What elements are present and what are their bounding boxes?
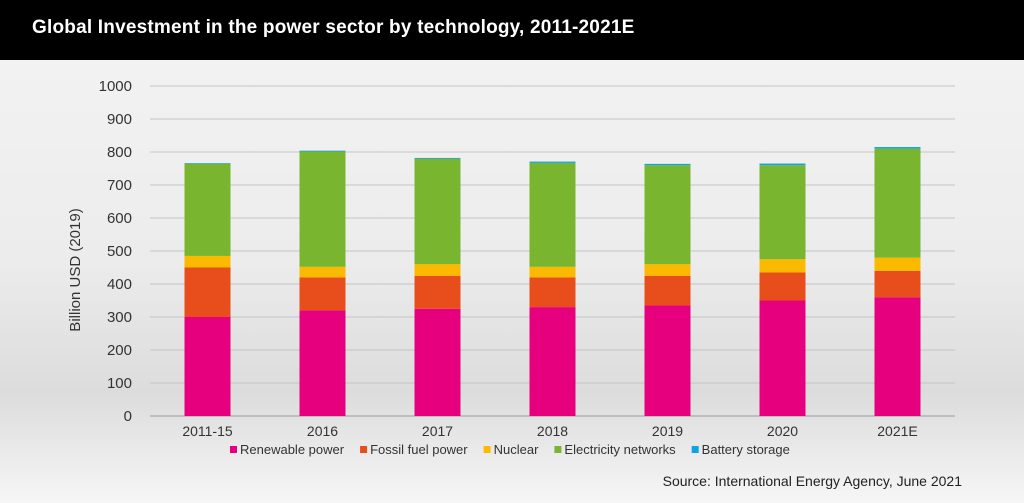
legend-swatch (554, 446, 562, 453)
title-bar: Global Investment in the power sector by… (0, 0, 1024, 60)
bar-segment (299, 151, 346, 267)
bar-segment (759, 300, 806, 416)
bar-segment (414, 157, 461, 159)
bar-segment (874, 270, 921, 298)
bar-segment (184, 163, 231, 256)
bar-segment (644, 264, 691, 276)
x-tick-label: 2020 (767, 423, 798, 439)
bar-segment (299, 277, 346, 311)
legend-label: Nuclear (494, 442, 539, 457)
bar-segment (529, 161, 576, 163)
bar-segment (299, 266, 346, 278)
bar-segment (644, 275, 691, 306)
source-note: Source: International Energy Agency, Jun… (662, 473, 962, 489)
legend-swatch (483, 446, 491, 453)
bar-segment (184, 255, 231, 268)
legend-swatch (691, 446, 699, 453)
bar-segment (184, 317, 231, 416)
legend-swatch (230, 446, 237, 453)
x-tick-label: 2018 (537, 423, 568, 439)
bar-segment (529, 277, 576, 308)
y-tick-label: 500 (107, 243, 132, 260)
legend-label: Renewable power (240, 442, 345, 457)
x-tick-label: 2021E (877, 423, 917, 439)
bar-segment (299, 150, 346, 152)
background-photo (0, 60, 1024, 503)
bar-segment (644, 165, 691, 265)
bar-segment (644, 163, 691, 166)
bar-segment (529, 307, 576, 416)
x-axis-ticks: 2011-15 2016 2017 2018 2019 2020 2021E (182, 423, 917, 439)
bar-segment (644, 305, 691, 416)
bar-segment (299, 310, 346, 416)
bar-segment (414, 158, 461, 265)
bars (184, 147, 921, 416)
y-tick-label: 1000 (99, 78, 132, 95)
stacked-bar-chart: 0 100 200 300 400 500 600 700 800 900 1000 Billion… (67, 78, 955, 457)
bar-segment (759, 272, 806, 301)
bar-segment (874, 147, 921, 149)
bar-segment (874, 257, 921, 271)
bar-segment (874, 148, 921, 258)
bar-segment (414, 275, 461, 309)
bar-segment (414, 308, 461, 416)
y-tick-label: 0 (124, 408, 132, 425)
bar-segment (529, 266, 576, 278)
chart-title: Global Investment in the power sector by… (32, 17, 635, 38)
legend-label: Battery storage (702, 442, 790, 457)
y-tick-label: 900 (107, 111, 132, 128)
bar-segment (414, 264, 461, 276)
y-tick-label: 800 (107, 144, 132, 161)
x-tick-label: 2019 (652, 423, 683, 439)
x-tick-label: 2011-15 (182, 423, 233, 439)
legend: Renewable power Fossil fuel power Nuclear E… (230, 442, 790, 457)
x-tick-label: 2017 (422, 423, 453, 439)
y-tick-label: 700 (107, 177, 132, 194)
legend-label: Fossil fuel power (370, 442, 468, 457)
y-axis-label: Billion USD (2019) (67, 208, 84, 331)
bar-segment (184, 163, 231, 165)
bar-segment (874, 297, 921, 416)
y-tick-label: 600 (107, 210, 132, 227)
legend-label: Electricity networks (564, 442, 676, 457)
y-tick-label: 200 (107, 342, 132, 359)
y-tick-label: 400 (107, 276, 132, 293)
x-tick-label: 2016 (307, 423, 338, 439)
y-axis-ticks: 0 100 200 300 400 500 600 700 800 900 1000 (99, 78, 132, 425)
bar-segment (184, 267, 231, 317)
bar-segment (759, 165, 806, 260)
bar-segment (759, 259, 806, 273)
y-tick-label: 100 (107, 375, 132, 392)
bar-segment (759, 163, 806, 166)
legend-swatch (360, 446, 368, 453)
bar-segment (529, 162, 576, 267)
y-tick-label: 300 (107, 309, 132, 326)
